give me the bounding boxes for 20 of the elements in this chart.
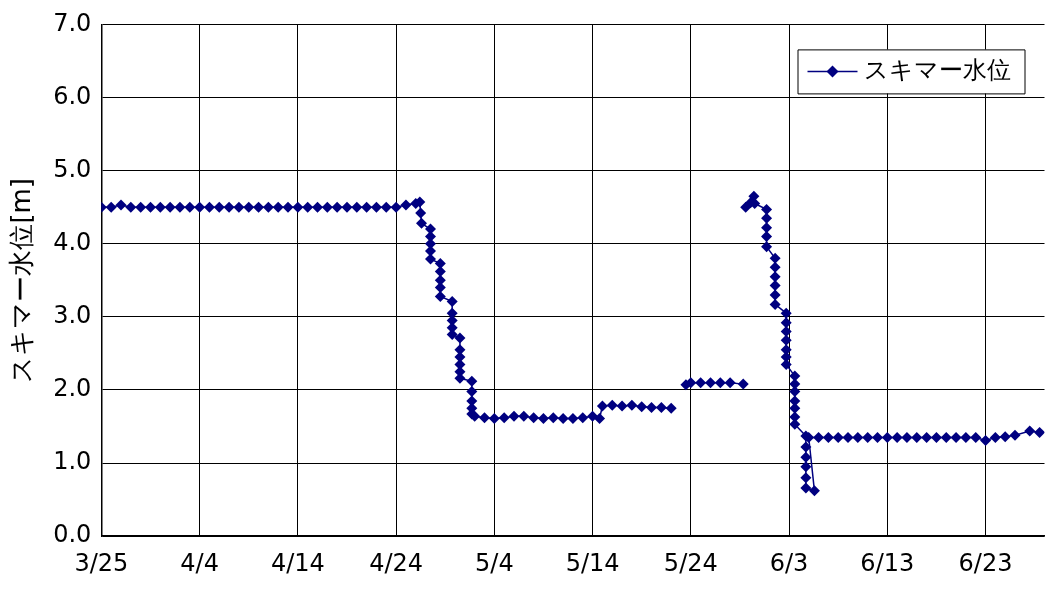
x-tick-label: 6/3 xyxy=(769,548,809,577)
y-tick-label: 6.0 xyxy=(53,81,92,110)
x-tick-label: 4/14 xyxy=(270,548,325,577)
x-tick-label: 4/4 xyxy=(180,548,219,577)
y-tick-label: 5.0 xyxy=(53,154,92,183)
x-tick-label: 5/24 xyxy=(663,548,718,577)
x-tick-label: 6/13 xyxy=(860,548,915,577)
y-tick-label: 0.0 xyxy=(53,520,92,549)
x-tick-label: 5/4 xyxy=(475,548,514,577)
y-tick-label: 2.0 xyxy=(53,374,92,403)
y-tick-label: 7.0 xyxy=(53,8,92,37)
x-tick-label: 6/23 xyxy=(958,548,1013,577)
y-tick-label: 4.0 xyxy=(53,227,92,256)
y-tick-label: 1.0 xyxy=(53,447,92,476)
y-tick-label: 3.0 xyxy=(53,301,92,330)
x-tick-label: 5/14 xyxy=(565,548,620,577)
x-tick-label: 3/25 xyxy=(74,548,129,577)
x-tick-label: 4/24 xyxy=(369,548,424,577)
y-axis-title: スキマー水位[m] xyxy=(6,177,37,383)
legend-label: スキマー水位 xyxy=(863,55,1011,84)
